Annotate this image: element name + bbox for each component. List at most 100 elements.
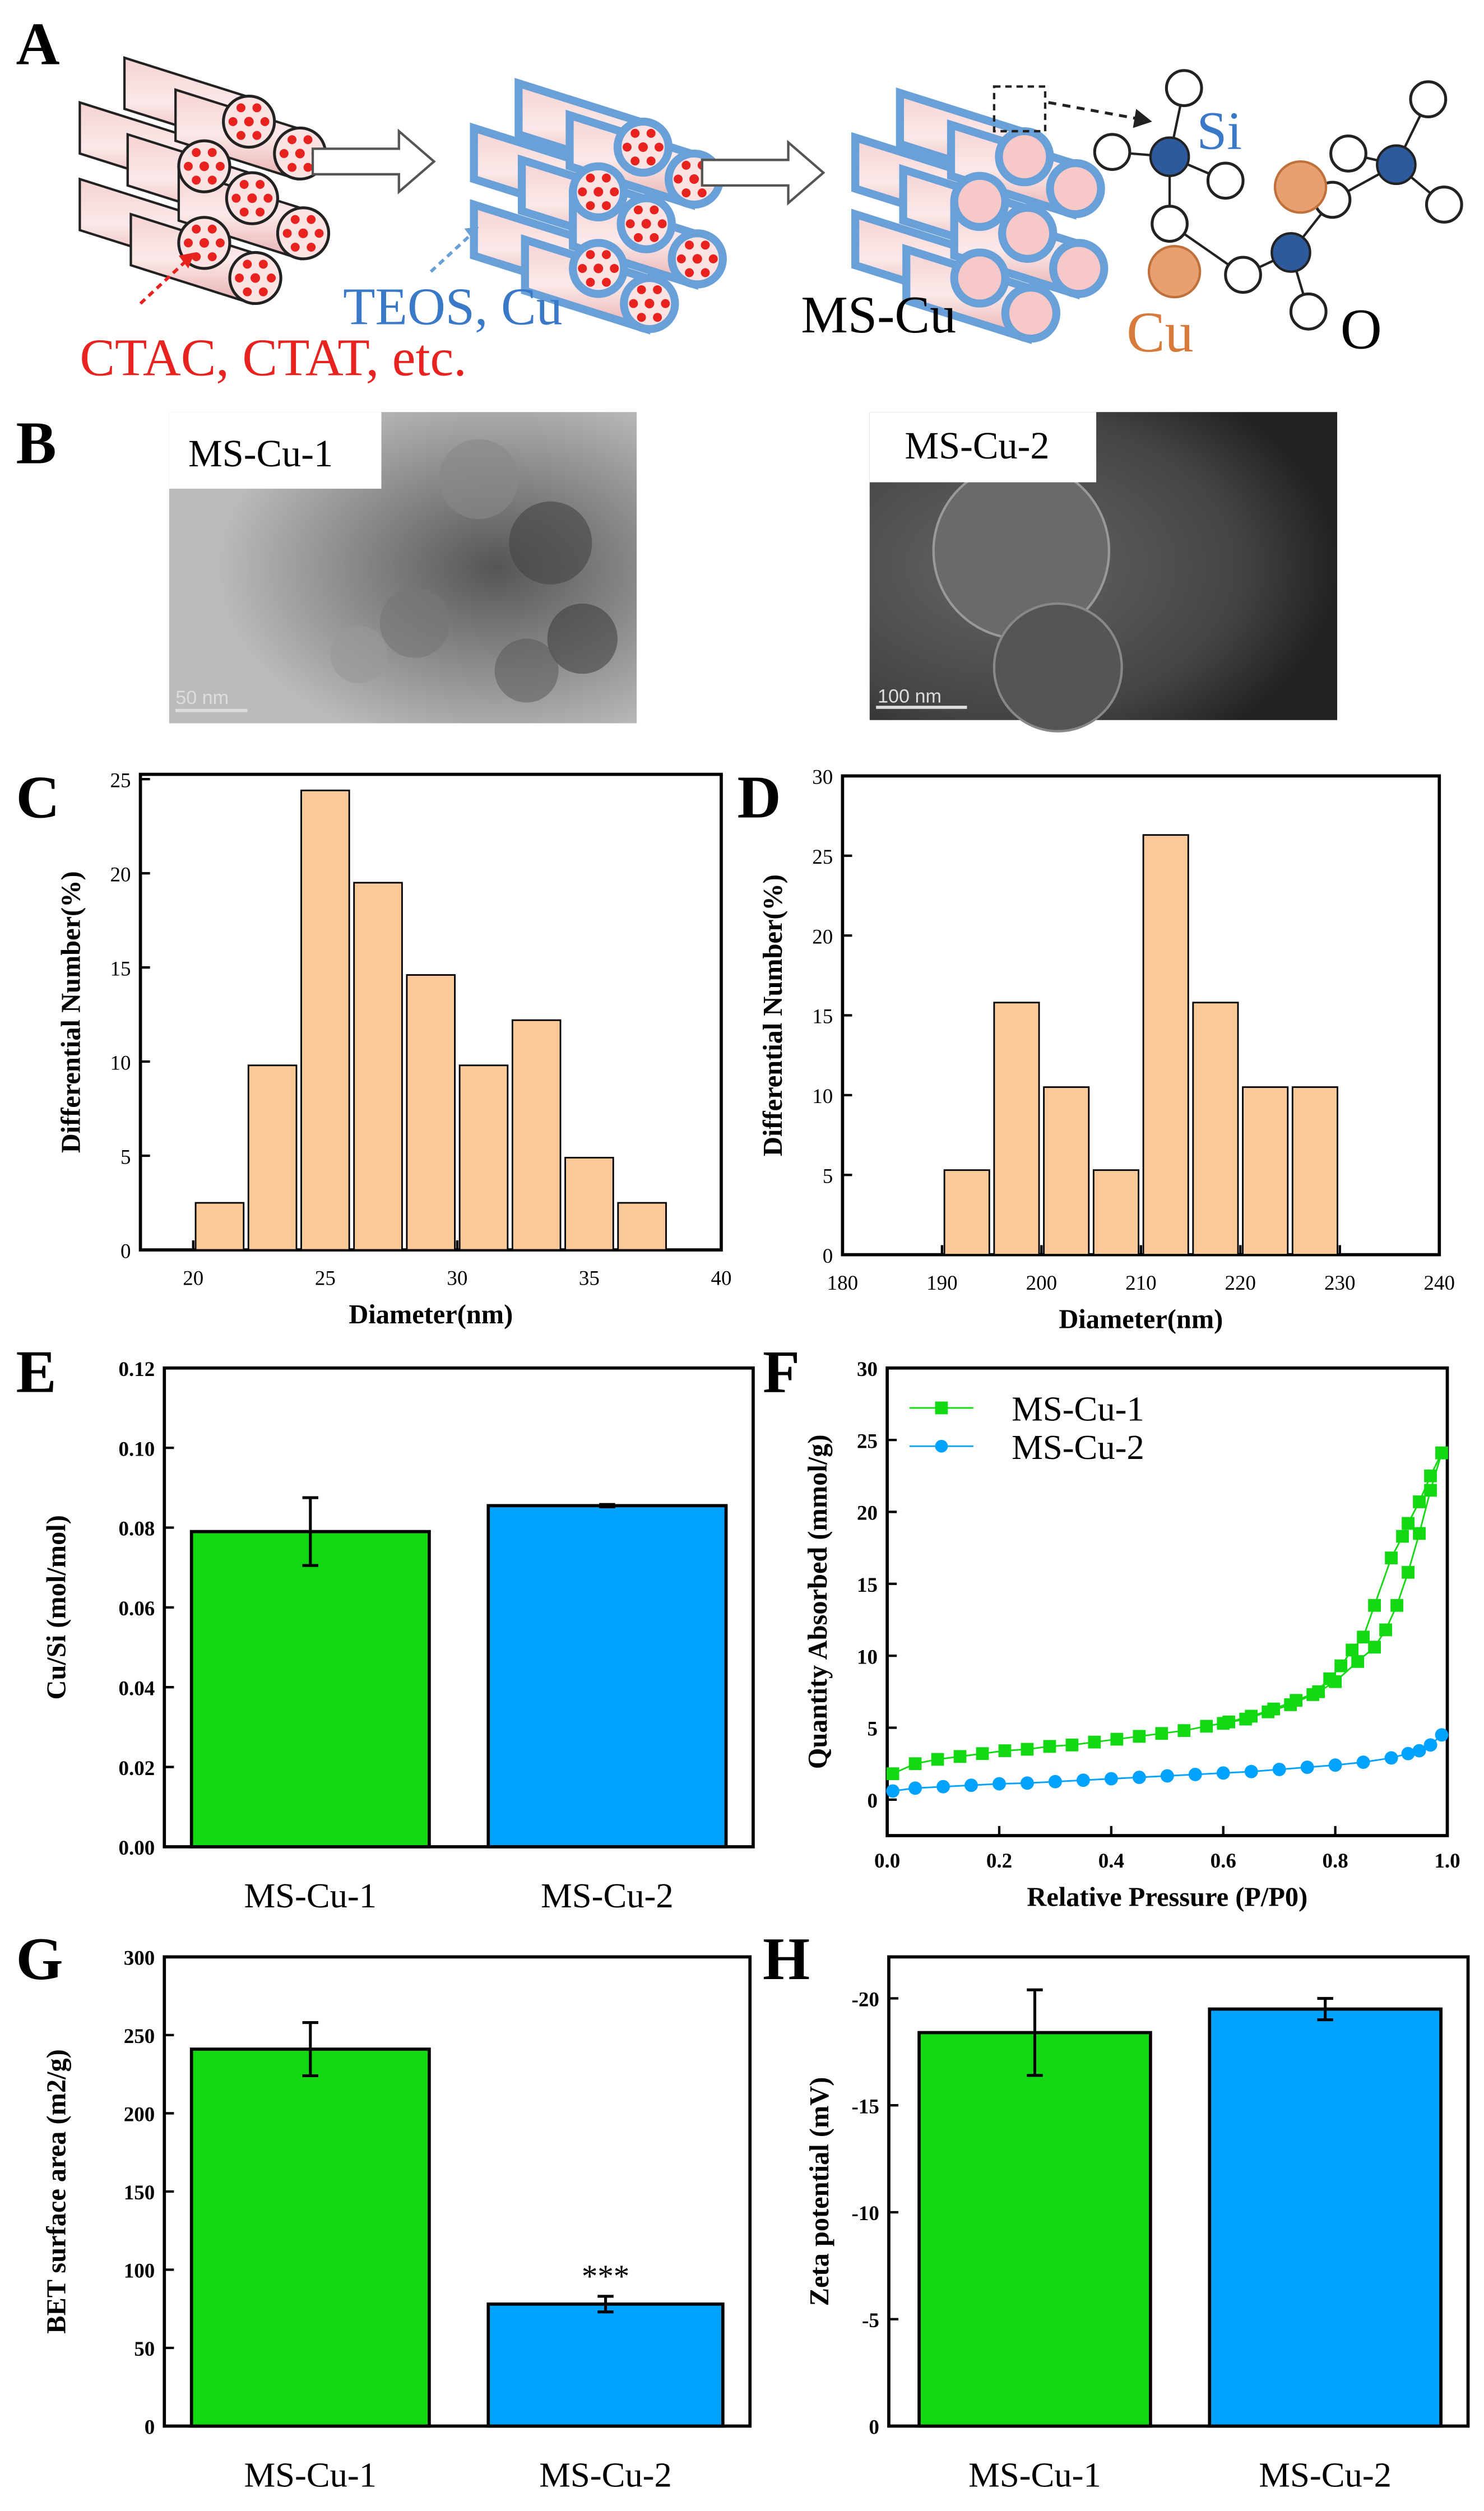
data-point <box>1239 1712 1253 1726</box>
surfactant-dot <box>602 201 611 210</box>
y-tick-label: 200 <box>124 2104 155 2127</box>
surfactant-dot <box>586 277 595 287</box>
histogram-bar <box>406 974 456 1251</box>
data-point <box>1435 1446 1448 1460</box>
x-tick-label: 190 <box>926 1272 958 1295</box>
surfactant-micelle-bundle <box>78 56 331 305</box>
data-point <box>1021 1743 1034 1756</box>
y-tick-label: 0.00 <box>118 1837 155 1860</box>
surfactant-dot <box>207 148 217 157</box>
y-tick-label: 10 <box>857 1646 878 1669</box>
surfactant-dot <box>610 263 619 273</box>
x-tick-label: 180 <box>827 1272 859 1295</box>
data-point <box>1435 1728 1449 1742</box>
data-point <box>1160 1769 1174 1783</box>
data-point <box>953 1750 967 1763</box>
surfactant-dot <box>192 148 201 157</box>
surfactant-dot <box>307 215 316 224</box>
surfactant-dot <box>676 254 686 263</box>
y-tick-label: 0 <box>145 2416 155 2439</box>
surfactant-dot <box>215 161 225 171</box>
tube-end <box>995 127 1054 187</box>
surfactant-dot <box>638 142 648 152</box>
data-point <box>1132 1771 1146 1784</box>
surfactant-dot <box>184 161 193 171</box>
oxygen-atom <box>1425 186 1463 224</box>
surfactant-dot <box>578 263 587 273</box>
data-point <box>886 1767 899 1781</box>
bar-ms-cu-2 <box>486 1504 728 1848</box>
surfactant-dot <box>215 238 225 248</box>
chart-h: 0 -5 -10 -15 -20 Zeta potential (mV) MS-Cu-1 MS… <box>805 1955 1470 2495</box>
legend-marker <box>935 1401 948 1415</box>
surfactant-dot <box>287 163 297 172</box>
data-point <box>1385 1551 1398 1564</box>
isotherm-line <box>892 1452 1443 1775</box>
y-tick-label: 25 <box>812 846 833 869</box>
surfactant-dot <box>260 117 270 126</box>
surfactant-dot <box>685 240 694 250</box>
surfactant-dot <box>578 187 587 197</box>
y-axis-label: BET surface area (m2/g) <box>42 2049 72 2334</box>
data-point <box>1351 1655 1364 1668</box>
y-tick-label: -15 <box>852 2095 879 2118</box>
y-axis-label: Quantity Absorbed (mmol/g) <box>803 1434 833 1769</box>
surfactant-dot <box>236 131 245 140</box>
data-point <box>993 1777 1006 1791</box>
data-point <box>998 1744 1012 1757</box>
x-axis-label: Diameter(nm) <box>1059 1305 1223 1335</box>
y-axis-label: Zeta potential (mV) <box>805 2077 834 2306</box>
surfactant-dot <box>207 224 217 234</box>
x-tick-label: 35 <box>579 1267 600 1290</box>
surfactant-dot <box>654 142 664 152</box>
arrow-icon <box>701 140 826 206</box>
data-point <box>1328 1758 1342 1772</box>
panel-letter-h: H <box>763 1926 810 1993</box>
plot-frame <box>885 1366 1449 1837</box>
data-point <box>1346 1643 1359 1657</box>
legend-marker <box>935 1439 948 1453</box>
y-tick-label: 20 <box>812 925 833 948</box>
surfactant-dot <box>644 299 655 309</box>
scale-bar-label: 50 nm <box>175 687 229 708</box>
data-point <box>1065 1738 1079 1752</box>
tem-label: MS-Cu-1 <box>188 432 333 475</box>
y-tick-label: -10 <box>852 2202 879 2225</box>
x-tick-label: 25 <box>315 1267 336 1290</box>
data-point <box>931 1753 944 1766</box>
data-point <box>1323 1672 1337 1685</box>
surfactant-dot <box>650 205 659 215</box>
data-point <box>1413 1495 1426 1508</box>
chart-e: 0.00 0.02 0.04 0.06 0.08 0.10 0.12 Cu/Si (mol/m… <box>42 1358 755 1915</box>
surfactant-dot <box>610 187 619 197</box>
surfactant-dot <box>244 117 254 127</box>
copper-atom <box>1147 244 1202 299</box>
y-tick-label: 0.02 <box>118 1757 155 1780</box>
y-tick-label: 0 <box>120 1240 131 1263</box>
panel-letter-e: E <box>16 1338 56 1405</box>
histogram-bar <box>1142 834 1189 1256</box>
y-tick-label: 30 <box>812 766 833 789</box>
surfactant-dot <box>282 229 292 238</box>
surfactant-dot <box>307 242 316 252</box>
surfactant-dot <box>243 260 252 269</box>
data-point <box>1379 1623 1392 1637</box>
histogram-bar <box>993 1002 1040 1256</box>
si-label: Si <box>1197 100 1242 160</box>
bar-ms-cu-2 <box>1208 2007 1443 2428</box>
surfactant-dot <box>303 135 313 145</box>
x-tick-label: 0.6 <box>1211 1850 1236 1873</box>
y-tick-label: 0 <box>868 1790 878 1813</box>
data-point <box>1133 1730 1146 1743</box>
y-tick-label: 100 <box>124 2260 155 2283</box>
x-tick-label: 220 <box>1225 1272 1256 1295</box>
data-point <box>1076 1773 1090 1787</box>
chart-d: 0 5 10 15 20 25 30 Differential Number(%) 180 190… <box>758 766 1455 1335</box>
y-tick-label: 5 <box>868 1718 878 1741</box>
plot-frame <box>841 774 1441 1257</box>
oxygen-atom <box>1224 256 1262 294</box>
data-point <box>1402 1517 1415 1530</box>
x-tick-label: 0.4 <box>1098 1850 1124 1873</box>
surfactant-dot <box>593 263 604 274</box>
y-tick-label: 25 <box>110 769 131 792</box>
